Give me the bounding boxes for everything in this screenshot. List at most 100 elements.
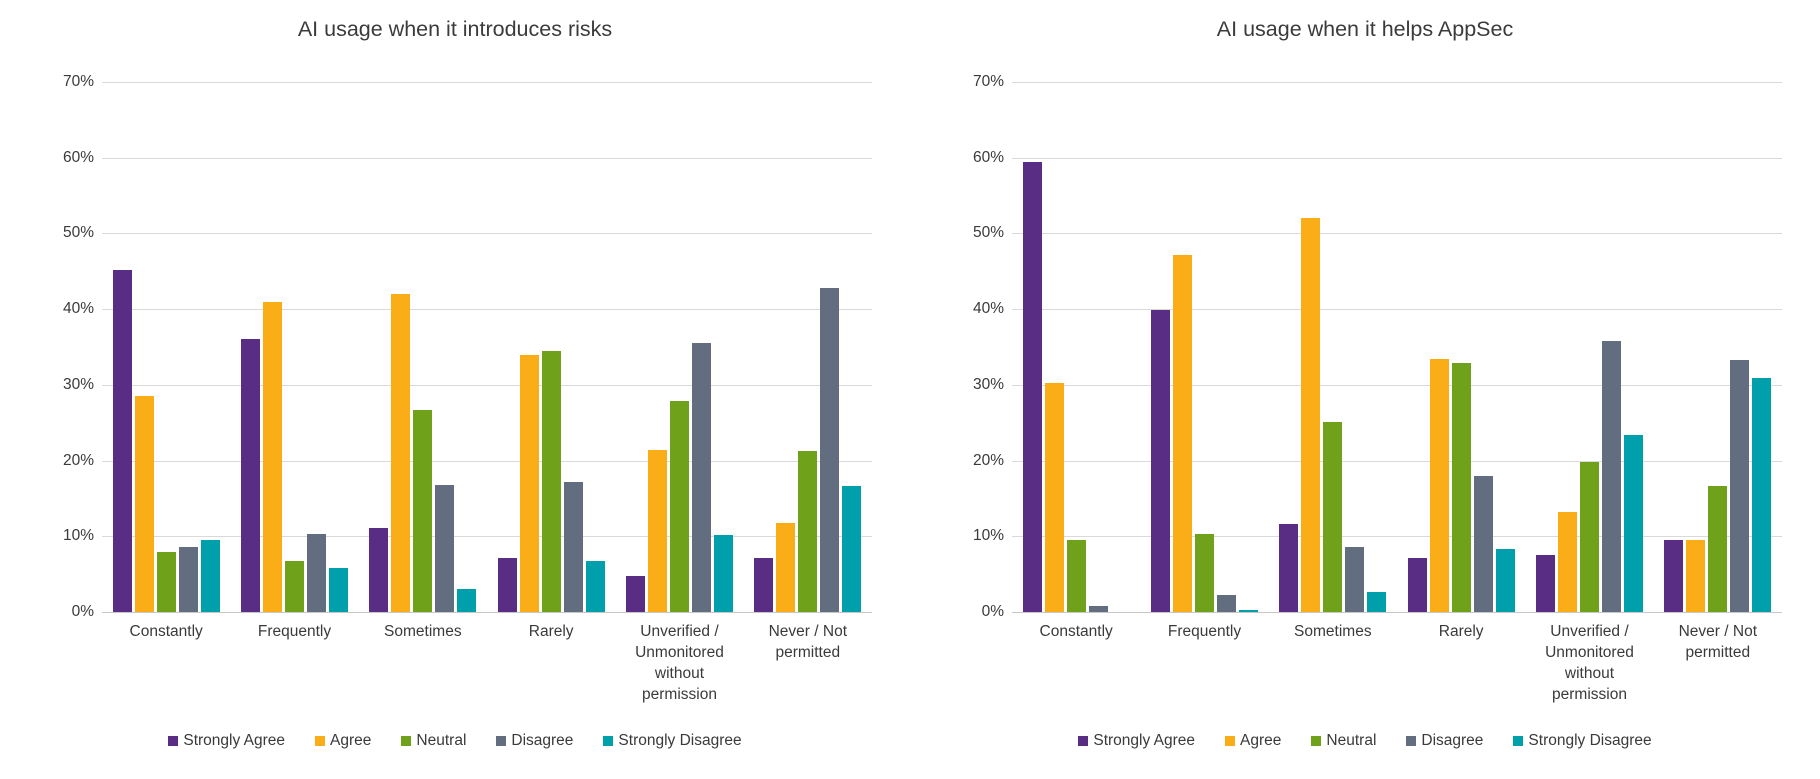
bar-agree	[519, 354, 539, 612]
x-axis-label: Sometimes	[1294, 623, 1372, 640]
bar-group	[111, 82, 221, 612]
bar-neutral	[541, 350, 561, 612]
bar-disagree	[820, 287, 840, 612]
bar-agree	[391, 294, 411, 612]
chart-title: AI usage when it introduces risks	[297, 17, 613, 41]
gridline	[102, 233, 872, 235]
y-tick-label: 70%	[972, 73, 1004, 90]
bar-strongly-agree	[240, 338, 260, 612]
bar-disagree	[1216, 595, 1236, 612]
bar-disagree	[1345, 546, 1365, 612]
y-tick-label: 10%	[62, 527, 94, 545]
gridline	[102, 82, 872, 83]
legend-swatch-icon	[1225, 735, 1236, 746]
legend-swatch-icon	[401, 735, 412, 746]
y-tick-label: 50%	[972, 224, 1004, 242]
y-tick-label: 70%	[62, 73, 94, 90]
bar-agree	[1044, 383, 1064, 612]
bar-disagree	[435, 484, 455, 612]
bar-strongly-disagree	[1495, 549, 1515, 612]
bar-disagree	[1473, 476, 1493, 612]
legend-item: Agree	[315, 732, 371, 750]
y-tick-label: 0%	[981, 603, 1004, 620]
gridline	[102, 157, 872, 159]
bar-group	[496, 82, 606, 612]
bar-strongly-agree	[497, 557, 517, 612]
bar-groups	[102, 82, 872, 612]
legend-label: Strongly Disagree	[1528, 731, 1652, 749]
bar-disagree	[691, 343, 711, 612]
legend-swatch-icon	[168, 735, 179, 746]
x-axis-label: Rarely	[528, 623, 574, 640]
gridline	[1012, 460, 1782, 462]
y-tick-label: 60%	[62, 148, 94, 166]
legend-swatch-icon	[1311, 735, 1322, 746]
gridline	[1012, 82, 1782, 83]
chart-ai-risks: AI usage when it introduces risks 70% 60%…	[0, 17, 910, 750]
legend-label: Agree	[1240, 731, 1282, 749]
bar-agree	[1429, 359, 1449, 612]
bar-strongly-disagree	[328, 568, 348, 612]
plot-area	[1012, 82, 1782, 613]
legend: Strongly Agree Agree Neutral Disagree Strong…	[910, 732, 1820, 750]
bar-neutral	[1708, 485, 1728, 612]
legend-label: Disagree	[1421, 731, 1484, 749]
y-tick-label: 10%	[972, 527, 1004, 545]
legend-swatch-icon	[603, 735, 614, 746]
legend-label: Neutral	[416, 731, 467, 749]
legend-item: Strongly Agree	[168, 732, 285, 750]
bar-group	[1021, 82, 1131, 612]
legend-label: Neutral	[1326, 731, 1377, 749]
y-tick-label: 60%	[972, 148, 1004, 166]
legend: Strongly Agree Agree Neutral Disagree Strong…	[0, 732, 910, 750]
bar-disagree	[1088, 605, 1108, 612]
bar-neutral	[156, 552, 176, 612]
x-axis-label: Sometimes	[384, 623, 462, 640]
y-tick-label: 40%	[62, 300, 94, 318]
bar-strongly-agree	[112, 269, 132, 612]
x-axis: Constantly Frequently Sometimes Rarely Unver…	[102, 622, 872, 706]
gridline	[102, 309, 872, 311]
x-axis-label: Unverified / Unmonitored without permiss…	[1545, 623, 1634, 703]
bar-disagree	[563, 481, 583, 612]
x-axis-label: Unverified / Unmonitored without permiss…	[635, 623, 724, 703]
bar-group	[368, 82, 478, 612]
bar-group	[1534, 82, 1644, 612]
legend-item: Strongly Disagree	[603, 732, 742, 750]
bar-neutral	[1451, 362, 1471, 612]
bar-strongly-agree	[1022, 161, 1042, 612]
gridline	[102, 460, 872, 462]
bar-neutral	[413, 409, 433, 612]
bar-group	[239, 82, 349, 612]
bar-strongly-disagree	[1238, 609, 1258, 612]
legend-label: Strongly Agree	[1093, 731, 1196, 749]
bar-strongly-disagree	[842, 486, 862, 612]
bar-group	[1149, 82, 1259, 612]
bar-neutral	[1323, 421, 1343, 612]
bar-strongly-agree	[625, 576, 645, 612]
bar-disagree	[1730, 359, 1750, 612]
x-axis-label: Never / Not permitted	[1678, 623, 1757, 661]
y-tick-label: 40%	[972, 300, 1004, 318]
x-axis-label: Frequently	[257, 623, 332, 640]
bar-strongly-disagree	[457, 589, 477, 612]
x-axis-label: Constantly	[129, 623, 203, 640]
bar-strongly-agree	[1535, 555, 1555, 612]
chart-ai-appsec: AI usage when it helps AppSec 70% 60% 50% 4…	[910, 0, 1820, 779]
x-axis-label: Never / Not permitted	[768, 623, 847, 661]
legend-item: Neutral	[1311, 732, 1376, 750]
bar-neutral	[1066, 540, 1086, 612]
bar-group	[1406, 82, 1516, 612]
bar-strongly-agree	[1407, 557, 1427, 612]
bar-group	[1663, 82, 1773, 612]
bar-neutral	[1579, 462, 1599, 612]
legend-label: Disagree	[511, 731, 574, 749]
bar-strongly-disagree	[713, 534, 733, 612]
y-tick-label: 20%	[972, 451, 1004, 469]
x-axis: Constantly Frequently Sometimes Rarely Unver…	[1012, 622, 1782, 706]
bar-neutral	[1194, 534, 1214, 612]
bar-strongly-agree	[369, 527, 389, 612]
y-tick-label: 30%	[972, 375, 1004, 393]
bar-groups	[1012, 82, 1782, 612]
